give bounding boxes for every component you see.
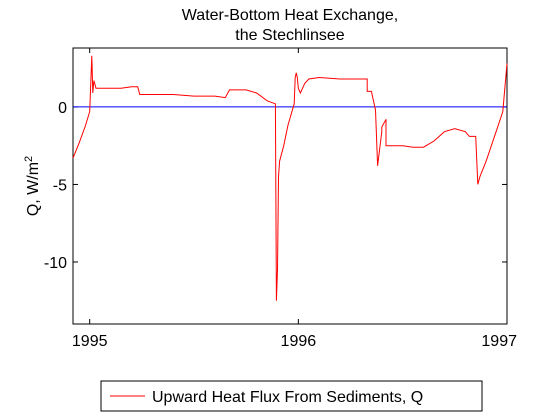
x-tick-label: 1997: [481, 333, 517, 350]
chart-title-line-1: Water-Bottom Heat Exchange,: [182, 7, 398, 24]
y-axis-label-text: Q, W/m: [25, 162, 42, 216]
legend-label: Upward Heat Flux From Sediments, Q: [152, 389, 423, 406]
series-line-upward-heat-flux: [72, 55, 508, 301]
y-axis-label: Q, W/m2: [23, 156, 42, 216]
x-tick-label: 1996: [281, 333, 317, 350]
x-tick-label: 1995: [72, 333, 108, 350]
y-tick-label: -10: [44, 255, 67, 272]
x-axis: 1995 1996 1997: [72, 48, 517, 350]
legend: Upward Heat Flux From Sediments, Q: [100, 380, 483, 412]
y-axis-label-superscript: 2: [23, 156, 35, 162]
y-tick-label: 0: [58, 100, 67, 117]
chart-title-line-2: the Stechlinsee: [235, 27, 345, 44]
legend-box: [100, 380, 483, 412]
y-axis: 0 -5 -10: [44, 100, 507, 272]
y-tick-label: -5: [53, 177, 67, 194]
